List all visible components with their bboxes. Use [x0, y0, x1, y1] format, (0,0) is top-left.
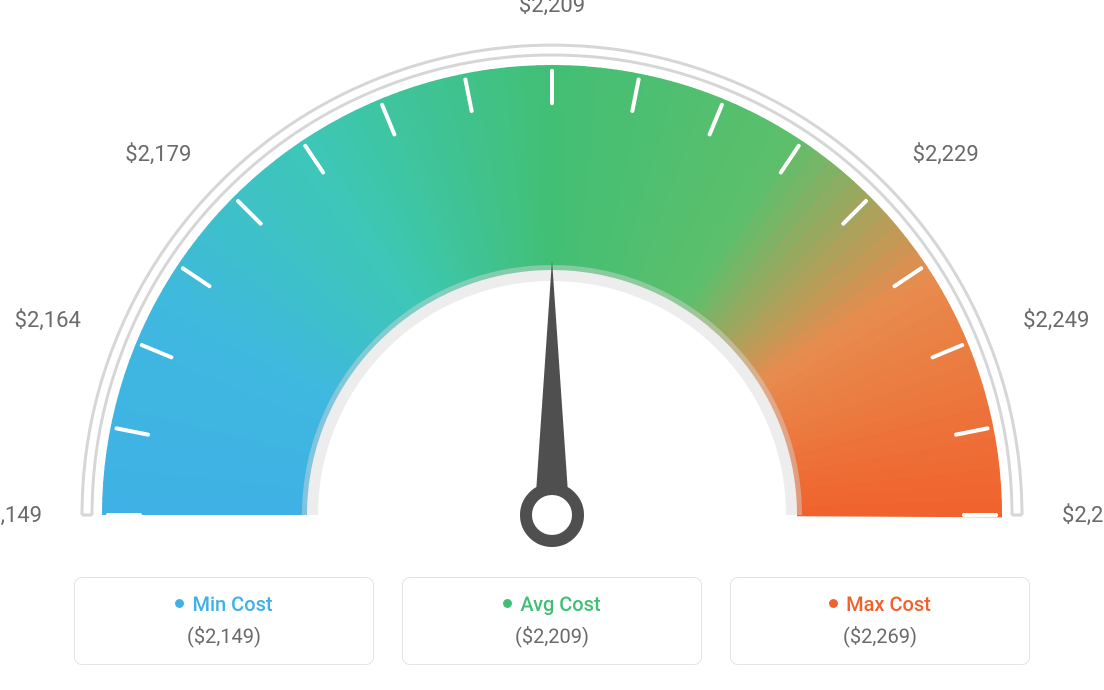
legend-dot-icon: [503, 599, 512, 608]
legend-card-avg: Avg Cost ($2,209): [402, 577, 702, 665]
legend-value: ($2,209): [403, 624, 701, 648]
gauge-tick-label: $2,249: [1023, 308, 1104, 333]
legend-card-min: Min Cost ($2,149): [74, 577, 374, 665]
gauge-tick-label: $2,149: [0, 503, 42, 528]
gauge-tick-label: $2,229: [913, 142, 1003, 167]
legend-title-text: Max Cost: [846, 592, 931, 616]
gauge-tick-label: $2,164: [0, 308, 81, 333]
legend-title: Avg Cost: [403, 592, 701, 616]
gauge-tick-label: $2,179: [101, 142, 191, 167]
legend-card-max: Max Cost ($2,269): [730, 577, 1030, 665]
legend-row: Min Cost ($2,149) Avg Cost ($2,209) Max Cost…: [0, 577, 1104, 665]
gauge-area: $2,149 $2,164 $2,179 $2,209 $2,229 $2,249 $2,2…: [0, 0, 1104, 560]
legend-title-text: Avg Cost: [520, 592, 600, 616]
legend-value: ($2,269): [731, 624, 1029, 648]
legend-title: Max Cost: [731, 592, 1029, 616]
gauge-svg: [52, 15, 1052, 560]
gauge-chart-container: $2,149 $2,164 $2,179 $2,209 $2,229 $2,249 $2,2…: [0, 0, 1104, 690]
legend-dot-icon: [175, 599, 184, 608]
legend-title-text: Min Cost: [192, 592, 272, 616]
gauge-tick-label: $2,269: [1062, 503, 1104, 528]
legend-title: Min Cost: [75, 592, 373, 616]
legend-value: ($2,149): [75, 624, 373, 648]
legend-dot-icon: [829, 599, 838, 608]
gauge-tick-label: $2,209: [502, 0, 602, 18]
